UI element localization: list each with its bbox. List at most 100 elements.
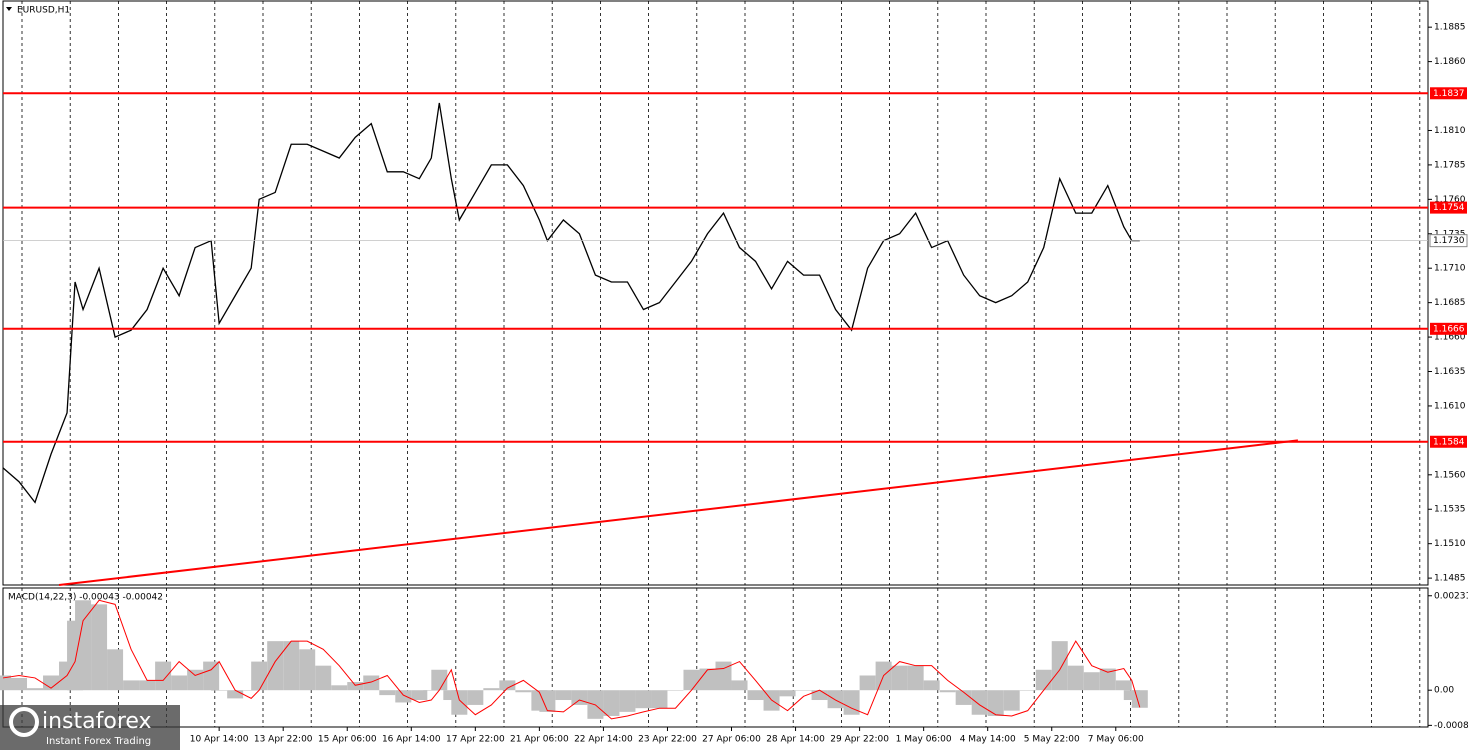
macd-bar — [267, 641, 284, 691]
macd-bar — [843, 690, 860, 715]
macd-bar — [187, 669, 204, 691]
macd-bar — [731, 680, 748, 691]
macd-bar — [811, 690, 828, 701]
level-box — [1430, 322, 1467, 335]
macd-bar — [1003, 690, 1020, 711]
macd-bar — [299, 649, 316, 691]
macd-bar — [347, 682, 364, 691]
macd-bar — [331, 685, 348, 691]
macd-bar — [243, 690, 260, 691]
macd-bar — [11, 677, 28, 691]
macd-bar — [467, 690, 484, 705]
watermark-tagline: Instant Forex Trading — [46, 736, 151, 747]
last-price-box — [1429, 234, 1468, 248]
x-tick-label: 10 Apr 14:00 — [190, 735, 249, 745]
macd-bar — [779, 690, 796, 697]
macd-bar — [139, 680, 156, 691]
macd-bar — [1083, 672, 1100, 691]
macd-bar — [227, 690, 244, 699]
x-tick-label: 28 Apr 14:00 — [766, 735, 825, 745]
macd-bar — [203, 661, 220, 691]
x-tick-label: 5 May 22:00 — [1024, 735, 1080, 745]
macd-label: MACD(14,22,3) -0.00043 -0.00042 — [8, 593, 163, 603]
macd-bar — [555, 690, 572, 701]
macd-bar — [251, 661, 268, 691]
x-tick-label: 4 May 14:00 — [960, 735, 1016, 745]
macd-bar — [923, 680, 940, 691]
macd-bar — [1019, 690, 1036, 691]
x-tick-label: 16 Apr 14:00 — [382, 735, 441, 745]
macd-bar — [443, 690, 460, 701]
macd-bar — [379, 690, 396, 696]
y-tick-label: 1.1635 — [1434, 367, 1466, 377]
x-tick-label: 22 Apr 14:00 — [574, 735, 633, 745]
last-price-label: 1.1730 — [1433, 236, 1465, 246]
level-label: 1.1754 — [1433, 203, 1465, 213]
level-box — [1430, 435, 1467, 448]
y-tick-label: 1.1485 — [1434, 574, 1466, 584]
level-box — [1430, 201, 1467, 214]
macd-bar — [123, 680, 140, 691]
macd-bar — [27, 688, 44, 691]
macd-bar — [155, 661, 172, 691]
watermark-icon — [9, 707, 39, 737]
macd-bar — [859, 675, 876, 691]
chart-title: EURUSD,H1 — [17, 6, 70, 16]
macd-bar — [395, 690, 412, 703]
macd-bar — [1123, 690, 1140, 701]
macd-bar — [747, 690, 764, 701]
y-tick-label: 1.1685 — [1434, 298, 1466, 308]
macd-bar — [603, 690, 620, 716]
trendline — [58, 439, 1299, 586]
macd-bar — [107, 649, 124, 691]
macd-bar — [683, 669, 700, 691]
watermark-name: instaforex — [42, 709, 152, 734]
x-tick-label: 13 Apr 22:00 — [254, 735, 313, 745]
macd-bar — [635, 690, 652, 709]
main-frame — [2, 0, 1429, 586]
y-tick-label: 0.00231 — [1434, 591, 1468, 601]
macd-bar — [619, 690, 636, 712]
macd-bar — [1115, 680, 1132, 691]
y-tick-label: 1.1510 — [1434, 539, 1466, 549]
macd-bar — [423, 690, 440, 691]
macd-bar — [283, 641, 300, 691]
level-label: 1.1584 — [1433, 437, 1465, 447]
macd-bar — [171, 675, 188, 691]
y-tick-label: 1.1860 — [1434, 57, 1466, 67]
y-tick-label: 1.1660 — [1434, 333, 1466, 343]
macd-bar — [75, 600, 92, 691]
macd-bar — [411, 690, 428, 701]
macd-bar — [987, 690, 1004, 716]
x-tick-label: 23 Apr 22:00 — [638, 735, 697, 745]
macd-bar — [699, 668, 716, 691]
y-tick-label: 1.1560 — [1434, 470, 1466, 480]
x-tick-label: 21 Apr 06:00 — [510, 735, 569, 745]
macd-bar — [1051, 641, 1068, 691]
macd-bar — [891, 665, 908, 691]
macd-bar — [1099, 668, 1116, 691]
macd-frame — [2, 587, 1429, 728]
macd-bar — [571, 690, 588, 705]
y-tick-label: 0.00 — [1434, 686, 1454, 696]
macd-bar — [1035, 669, 1052, 691]
watermark: instaforex Instant Forex Trading — [0, 705, 180, 750]
macd-bar — [1131, 690, 1148, 708]
level-label: 1.1666 — [1433, 324, 1465, 334]
macd-bar — [955, 690, 972, 705]
x-tick-label: 1 May 06:00 — [896, 735, 952, 745]
y-tick-label: 1.1535 — [1434, 505, 1466, 515]
x-tick-label: 29 Apr 22:00 — [830, 735, 889, 745]
macd-bar — [907, 665, 924, 691]
x-tick-label: 7 May 06:00 — [1088, 735, 1144, 745]
y-tick-label: 1.1710 — [1434, 264, 1466, 274]
y-tick-label: 1.1785 — [1434, 160, 1466, 170]
macd-bar — [499, 680, 516, 691]
y-tick-label: 1.1885 — [1434, 23, 1466, 33]
x-tick-label: 15 Apr 06:00 — [318, 735, 377, 745]
macd-bar — [363, 675, 380, 691]
x-tick-label: 27 Apr 06:00 — [702, 735, 761, 745]
macd-bar — [91, 604, 108, 691]
y-tick-label: 1.1760 — [1434, 195, 1466, 205]
